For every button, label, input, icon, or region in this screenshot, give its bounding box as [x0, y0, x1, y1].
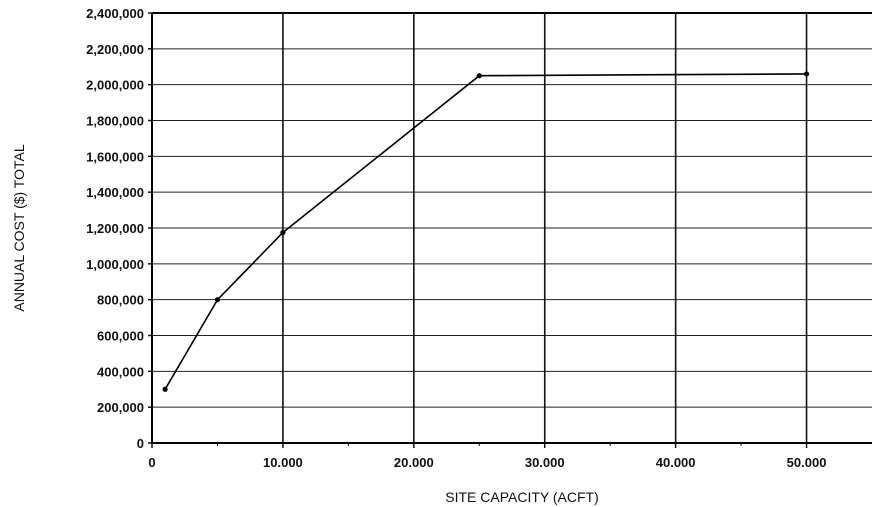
y-tick-label: 0: [137, 436, 144, 451]
y-tick-label: 1,200,000: [86, 221, 144, 236]
x-tick-label: 10.000: [263, 455, 303, 470]
axes: [148, 12, 872, 448]
y-tick-label: 400,000: [97, 364, 144, 379]
series-group: [162, 71, 810, 392]
y-tick-label: 600,000: [97, 329, 144, 344]
data-point: [162, 386, 168, 392]
horizontal-gridlines: [152, 12, 872, 408]
x-tick-label: 50.000: [787, 455, 827, 470]
y-tick-label: 1,000,000: [86, 257, 144, 272]
vertical-gridlines: [282, 13, 808, 443]
y-tick-label: 1,800,000: [86, 114, 144, 129]
x-tick-label: 20.000: [394, 455, 434, 470]
data-point: [214, 297, 221, 303]
x-axis-label: SITE CAPACITY (ACFT): [445, 489, 599, 505]
x-tick-label: 40.000: [656, 455, 696, 470]
y-tick-label: 2,200,000: [86, 42, 144, 57]
y-tick-label: 2,000,000: [86, 78, 144, 93]
y-tick-labels: 0 200,000 400,000 600,000 800,000 1,000,000 1,…: [86, 6, 144, 451]
x-tick-label: 0: [148, 455, 155, 470]
data-point: [803, 71, 810, 77]
x-tick-label: 30.000: [525, 455, 565, 470]
y-tick-label: 800,000: [97, 293, 144, 308]
y-tick-label: 200,000: [97, 400, 144, 415]
y-tick-label: 2,400,000: [86, 6, 144, 21]
y-tick-label: 1,400,000: [86, 185, 144, 200]
data-point: [280, 229, 286, 236]
y-axis-label: ANNUAL COST ($) TOTAL: [11, 144, 27, 311]
data-point: [476, 73, 482, 79]
y-tick-label: 1,600,000: [86, 149, 144, 164]
series-line: [164, 73, 807, 390]
x-tick-labels: 0 10.000 20.000 30.000 40.000 50.000: [148, 455, 826, 470]
